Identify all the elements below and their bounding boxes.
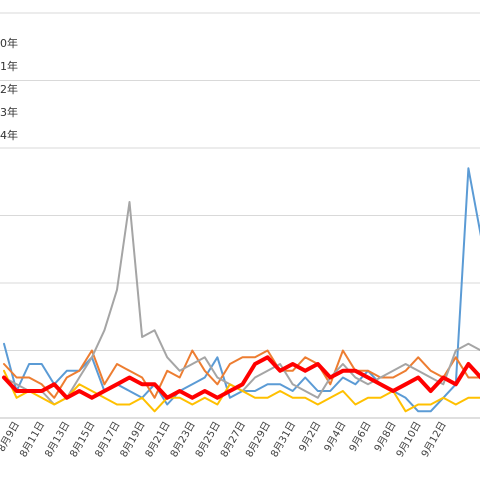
gridlines bbox=[0, 12, 480, 419]
series-line-1 bbox=[3, 167, 480, 413]
series-lines bbox=[2, 167, 480, 413]
x-tick-label: 9月2日 bbox=[297, 420, 324, 454]
legend-entry: 1年 bbox=[0, 59, 18, 73]
x-axis-tick-labels: 8月9日8月11日8月13日8月15日8月17日8月19日8月21日8月23日8… bbox=[0, 420, 449, 460]
series-line-5 bbox=[2, 355, 480, 400]
x-tick-label: 9月4日 bbox=[322, 420, 349, 454]
series-line-3 bbox=[3, 201, 480, 406]
legend: 0年 1年 2年 3年 4年 bbox=[0, 36, 18, 142]
legend-entry: 2年 bbox=[0, 82, 18, 96]
series-line-2 bbox=[3, 349, 480, 399]
x-tick-label: 8月9日 bbox=[0, 420, 22, 454]
x-tick-label: 9月6日 bbox=[347, 420, 374, 454]
x-tick-label: 9月8日 bbox=[372, 420, 399, 454]
legend-entry: 4年 bbox=[0, 128, 18, 142]
legend-entry: 3年 bbox=[0, 105, 18, 119]
series-line-4 bbox=[3, 369, 480, 413]
legend-entry: 0年 bbox=[0, 36, 18, 50]
